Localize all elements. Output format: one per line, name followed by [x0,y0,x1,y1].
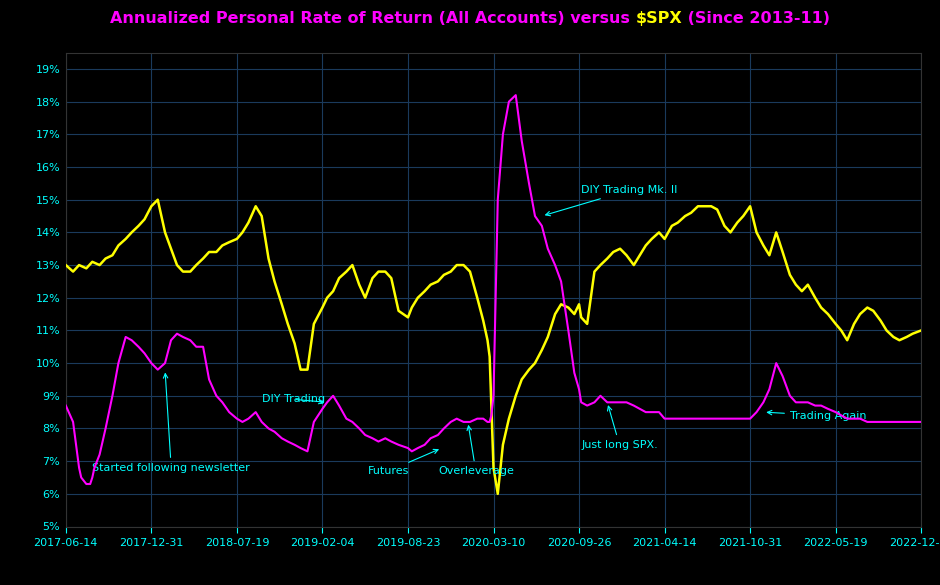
Text: Overleverage: Overleverage [438,426,514,476]
Text: DIY Trading: DIY Trading [261,394,325,404]
Text: $SPX: $SPX [635,11,682,26]
Text: Annualized Personal Rate of Return (All Accounts) versus: Annualized Personal Rate of Return (All … [110,11,635,26]
Text: Futures: Futures [368,449,438,476]
Text: (Since 2013-11): (Since 2013-11) [682,11,830,26]
Text: DIY Trading Mk. II: DIY Trading Mk. II [546,185,678,216]
Text: Started following newsletter: Started following newsletter [92,374,250,473]
Text: Just long SPX.: Just long SPX. [581,406,658,450]
Text: Trading Again: Trading Again [767,410,867,421]
